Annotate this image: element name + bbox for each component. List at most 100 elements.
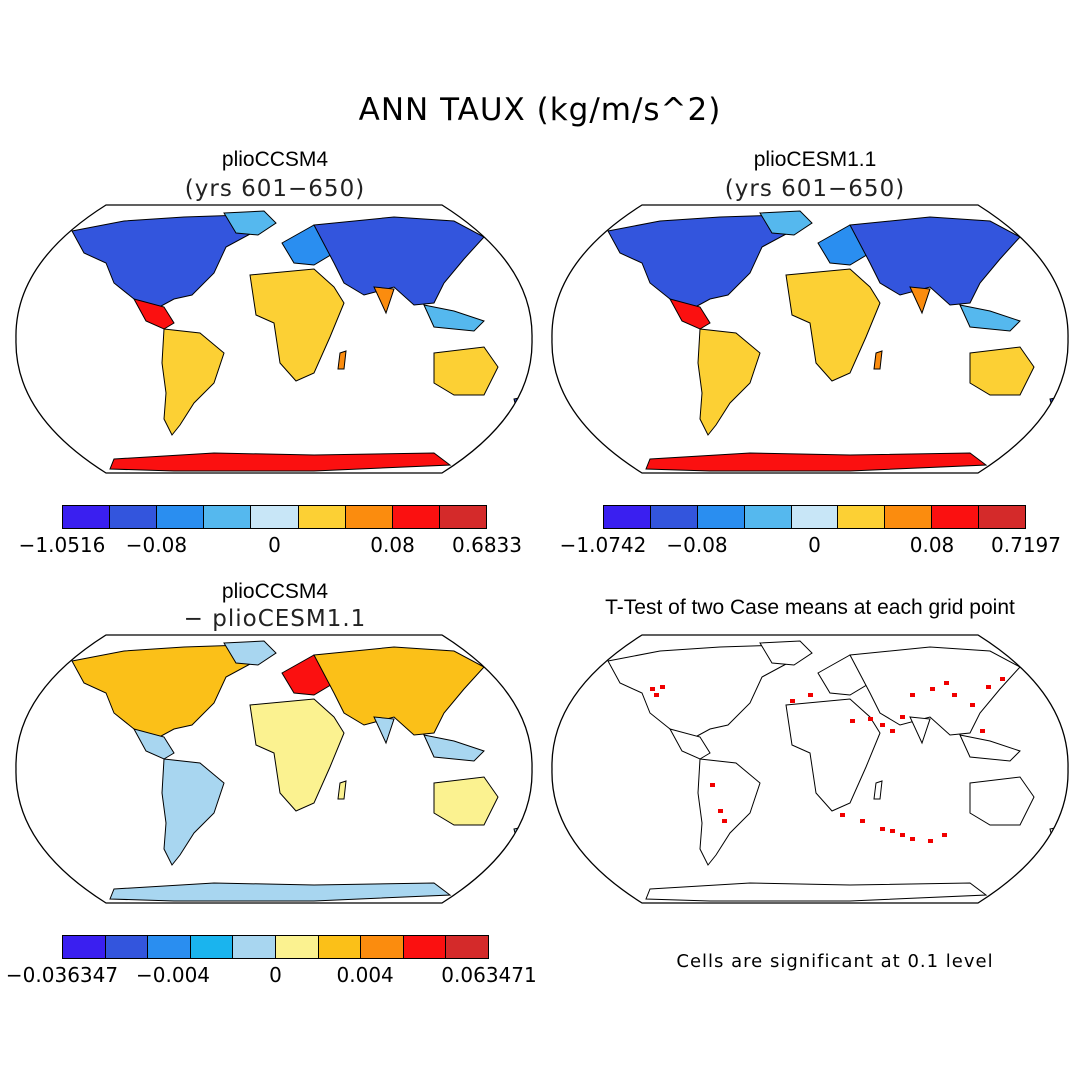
significant-cell — [970, 703, 975, 707]
continent-africa — [249, 698, 345, 812]
continent-africa — [785, 268, 881, 382]
significant-cell — [928, 839, 933, 843]
continent-australia — [969, 776, 1035, 826]
significant-cell — [952, 693, 957, 697]
panel3-colorbar — [62, 935, 489, 959]
significant-cell — [880, 723, 885, 727]
continent-nz — [1049, 826, 1061, 847]
panel2-map — [551, 204, 1069, 474]
continent-australia — [433, 346, 499, 396]
panel1-colorbar — [62, 505, 487, 529]
panel1-title: plioCCSM4 — [221, 148, 329, 171]
colorbar-tick-label: −0.004 — [136, 963, 211, 987]
continent-seasia — [959, 734, 1021, 762]
continent-india — [909, 716, 931, 745]
continent-greenland — [223, 640, 277, 666]
continent-camerica — [669, 298, 711, 330]
continent-africa — [785, 698, 881, 812]
significant-cell — [660, 685, 665, 689]
continent-samerica — [161, 328, 225, 436]
continent-india — [909, 286, 931, 315]
continent-antarctica — [109, 882, 452, 902]
panel2-title: plioCESM1.1 — [753, 148, 877, 171]
continent-india — [373, 716, 395, 745]
continent-madagascar — [873, 350, 883, 370]
significant-cell — [654, 693, 659, 697]
continent-camerica — [133, 298, 175, 330]
significant-cell — [850, 719, 855, 723]
continent-asia — [313, 216, 485, 306]
continent-madagascar — [337, 350, 347, 370]
continent-greenland — [223, 210, 277, 236]
colorbar-swatch — [446, 936, 488, 958]
map-border — [15, 204, 533, 474]
continent-nz — [513, 826, 525, 847]
colorbar-tick-label: 0.08 — [370, 533, 415, 557]
significant-cell — [650, 687, 655, 691]
colorbar-tick-label: 0.6833 — [452, 533, 522, 557]
panel2-colorbar — [603, 505, 1026, 529]
continent-asia — [849, 216, 1021, 306]
colorbar-tick-label: −0.036347 — [5, 963, 119, 987]
significant-cell — [790, 699, 795, 703]
colorbar-swatch — [361, 936, 404, 958]
continent-nz — [513, 396, 525, 417]
continent-india — [373, 286, 395, 315]
panel3-colorbar-labels: −0.036347 −0.004 0 0.004 0.063471 — [6, 963, 537, 987]
panel1-subtitle: (yrs 601−650) — [184, 176, 366, 202]
colorbar-tick-label: 0.063471 — [441, 963, 537, 987]
colorbar-tick-label: −1.0742 — [559, 533, 647, 557]
continent-greenland — [759, 640, 813, 666]
panel3-map — [15, 634, 533, 904]
colorbar-tick-label: 0 — [268, 533, 281, 557]
colorbar-swatch — [233, 936, 276, 958]
colorbar-swatch — [318, 936, 362, 958]
colorbar-swatch — [932, 506, 980, 528]
significant-cell — [722, 819, 727, 823]
colorbar-tick-label: 0.7197 — [991, 533, 1061, 557]
colorbar-swatch — [838, 506, 886, 528]
colorbar-tick-label: −1.0516 — [18, 533, 106, 557]
significant-cell — [718, 809, 723, 813]
significant-cell — [890, 829, 895, 833]
colorbar-swatch — [251, 506, 299, 528]
significant-cell — [840, 813, 845, 817]
colorbar-swatch — [439, 506, 486, 528]
colorbar-swatch — [204, 506, 252, 528]
colorbar-swatch — [650, 506, 698, 528]
colorbar-swatch — [110, 506, 158, 528]
colorbar-swatch — [403, 936, 447, 958]
colorbar-swatch — [791, 506, 839, 528]
colorbar-tick-label: 0.08 — [909, 533, 955, 557]
significant-cell — [942, 833, 947, 837]
continent-samerica — [161, 758, 225, 866]
colorbar-swatch — [885, 506, 933, 528]
colorbar-tick-label: −0.08 — [666, 533, 728, 557]
colorbar-tick-label: 0 — [269, 963, 282, 987]
colorbar-swatch — [604, 506, 651, 528]
colorbar-swatch — [63, 936, 106, 958]
continent-namerica — [607, 644, 789, 742]
colorbar-swatch — [697, 506, 745, 528]
colorbar-tick-label: 0.004 — [336, 963, 394, 987]
significant-cell — [980, 729, 985, 733]
figure-title: ANN TAUX (kg/m/s^2) — [358, 92, 722, 128]
continent-antarctica — [645, 452, 988, 472]
continent-namerica — [607, 214, 789, 312]
panel4-title: T-Test of two Case means at each grid po… — [605, 596, 1015, 619]
map-border — [551, 204, 1069, 474]
continent-madagascar — [337, 780, 347, 800]
significant-cell — [910, 837, 915, 841]
colorbar-swatch — [190, 936, 234, 958]
continent-greenland — [759, 210, 813, 236]
continent-seasia — [423, 734, 485, 762]
significant-cell — [986, 685, 991, 689]
colorbar-swatch — [345, 506, 393, 528]
continent-australia — [433, 776, 499, 826]
significant-cell — [910, 693, 915, 697]
continent-antarctica — [109, 452, 452, 472]
continent-seasia — [423, 304, 485, 332]
colorbar-swatch — [148, 936, 191, 958]
significant-cell — [710, 783, 715, 787]
significant-cell — [930, 687, 935, 691]
